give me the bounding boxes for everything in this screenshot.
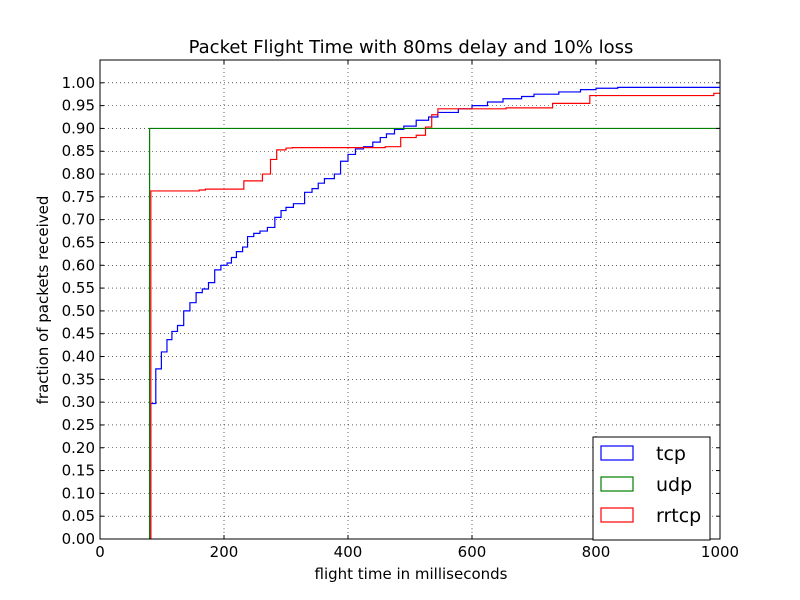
y-tick-label: 0.25	[62, 416, 95, 434]
y-tick-label: 0.35	[62, 370, 95, 388]
y-tick-label: 0.30	[62, 393, 95, 411]
y-tick-label: 0.85	[62, 142, 95, 160]
y-tick-label: 0.50	[62, 302, 95, 320]
y-tick-label: 0.05	[62, 507, 95, 525]
y-tick-label: 0.80	[62, 165, 95, 183]
series-lines	[149, 86, 720, 539]
x-tick-label: 200	[210, 543, 239, 561]
y-tick-label: 0.00	[62, 530, 95, 548]
y-tick-label: 0.70	[62, 211, 95, 229]
legend-swatch-tcp	[600, 445, 634, 461]
legend: tcp udp rrtcp	[592, 436, 711, 541]
x-tick-label: 600	[458, 543, 487, 561]
chart-title: Packet Flight Time with 80ms delay and 1…	[189, 37, 634, 58]
legend-label-rrtcp: rrtcp	[656, 505, 701, 527]
y-tick-label: 0.95	[62, 97, 95, 115]
series-line-udp	[149, 127, 720, 539]
y-axis-label: fraction of packets received	[34, 196, 52, 405]
y-tick-label: 1.00	[62, 74, 95, 92]
legend-box	[592, 436, 711, 541]
y-tick-label: 0.75	[62, 188, 95, 206]
x-axis-label: flight time in milliseconds	[315, 565, 508, 583]
y-tick-label: 0.45	[62, 325, 95, 343]
x-tick-label: 0	[95, 543, 105, 561]
legend-label-udp: udp	[656, 474, 692, 496]
legend-label-tcp: tcp	[656, 443, 686, 465]
x-tick-label: 1000	[701, 543, 739, 561]
y-tick-label: 0.10	[62, 484, 95, 502]
y-tick-label: 0.55	[62, 279, 95, 297]
axis-ticks: 0 200 400 600 800 1000 0.00 0.05 0.10 0.15 0.20 0.2…	[62, 60, 739, 561]
legend-swatch-rrtcp	[600, 507, 634, 523]
y-tick-label: 0.60	[62, 256, 95, 274]
y-tick-label: 0.40	[62, 348, 95, 366]
y-tick-label: 0.20	[62, 439, 95, 457]
y-tick-label: 0.90	[62, 119, 95, 137]
series-line-tcp	[150, 86, 720, 539]
y-tick-label: 0.15	[62, 462, 95, 480]
x-tick-label: 400	[334, 543, 363, 561]
series-line-rrtcp	[150, 92, 720, 539]
x-tick-label: 800	[582, 543, 611, 561]
y-tick-label: 0.65	[62, 233, 95, 251]
legend-swatch-udp	[600, 476, 634, 492]
plot-area-frame	[99, 59, 721, 540]
